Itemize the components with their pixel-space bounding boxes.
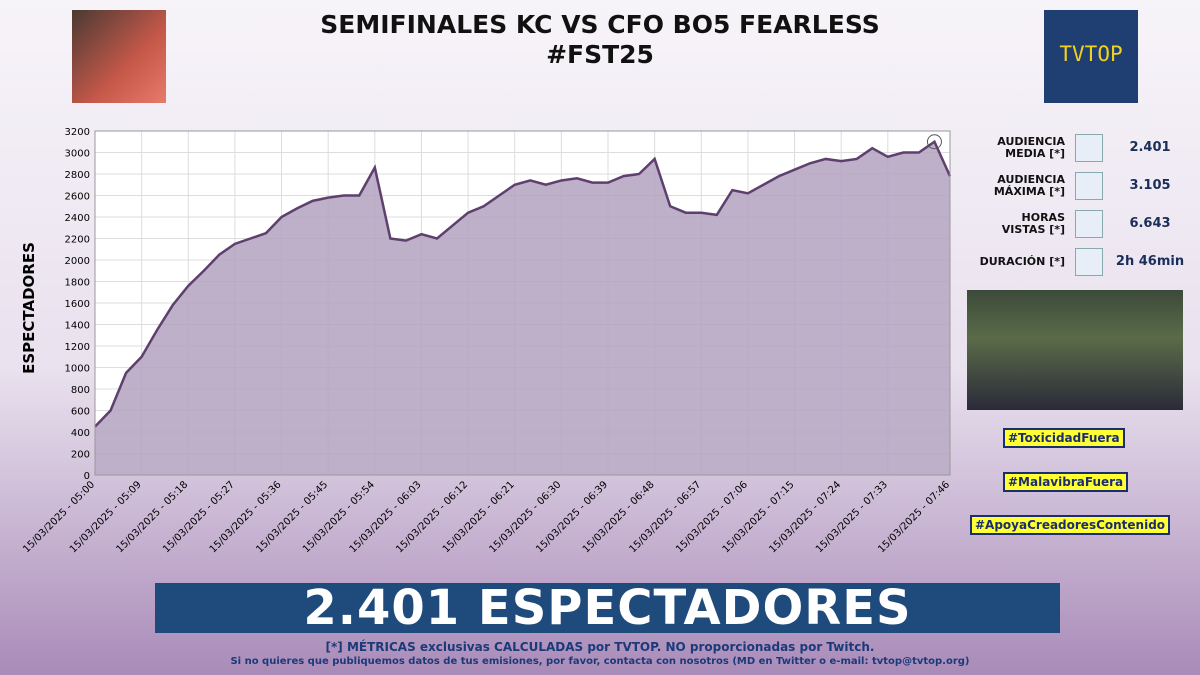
x-tick-label: 15/03/2025 - 07:46 bbox=[876, 479, 952, 555]
stat-label: VISTAS [*] bbox=[1001, 223, 1065, 236]
stat-value: 3.105 bbox=[1129, 178, 1171, 193]
stat-value: 2.401 bbox=[1129, 140, 1171, 155]
y-tick-label: 600 bbox=[71, 407, 90, 418]
stat-label: HORAS bbox=[1021, 211, 1065, 224]
streamer-photo bbox=[72, 10, 166, 103]
y-tick-label: 2400 bbox=[65, 213, 90, 224]
footnote: Si no quieres que publiquemos datos de t… bbox=[230, 656, 970, 667]
title: SEMIFINALES KC VS CFO BO5 FEARLESS bbox=[320, 10, 880, 39]
stat-value: 6.643 bbox=[1129, 216, 1171, 231]
y-tick-label: 1800 bbox=[65, 278, 90, 289]
max-marker bbox=[926, 134, 942, 150]
y-tick-label: 2200 bbox=[65, 235, 90, 246]
y-tick-label: 3000 bbox=[65, 149, 90, 160]
stat-icon bbox=[1075, 134, 1103, 162]
stat-icon bbox=[1075, 210, 1103, 238]
y-tick-label: 2000 bbox=[65, 256, 90, 267]
stat-icon bbox=[1075, 248, 1103, 276]
banner-box: 2.401 ESPECTADORES bbox=[155, 583, 1060, 633]
hashtag: #ApoyaCreadoresContenido bbox=[970, 515, 1171, 535]
y-axis-label: ESPECTADORES bbox=[20, 242, 38, 374]
stat-icon bbox=[1075, 172, 1103, 200]
line bbox=[94, 139, 952, 428]
logo: TVTOP bbox=[1044, 10, 1138, 103]
stat-value: 2h 46min bbox=[1115, 254, 1185, 269]
y-tick-label: 1400 bbox=[65, 321, 90, 332]
y-tick-label: 3200 bbox=[65, 127, 90, 138]
game-screenshot bbox=[967, 290, 1183, 410]
stat-label: DURACIÓN [*] bbox=[979, 255, 1065, 268]
stat-label: MEDIA [*] bbox=[1005, 147, 1065, 160]
y-tick-label: 200 bbox=[71, 450, 90, 461]
subtitle: #FST25 bbox=[546, 40, 654, 69]
y-tick-label: 400 bbox=[71, 428, 90, 439]
stat-label: MÁXIMA [*] bbox=[993, 185, 1065, 198]
banner: 2.401 ESPECTADORES bbox=[303, 580, 912, 636]
footnote: [*] MÉTRICAS exclusivas CALCULADAS por T… bbox=[325, 640, 875, 654]
stat-label: AUDIENCIA bbox=[997, 173, 1065, 186]
chart: ESPECTADORES 0 200 400 600 800 1000 1200 1400 16… bbox=[20, 127, 952, 555]
plot-border bbox=[94, 130, 951, 476]
y-tick-label: 1600 bbox=[65, 299, 90, 310]
y-tick-label: 2800 bbox=[65, 170, 90, 181]
logo-text: TVTOP bbox=[1059, 42, 1123, 66]
y-tick-label: 2600 bbox=[65, 192, 90, 203]
y-tick-label: 800 bbox=[71, 385, 90, 396]
y-tick-label: 1000 bbox=[65, 364, 90, 375]
hashtag: #ToxicidadFuera bbox=[1003, 428, 1125, 448]
area bbox=[95, 141, 950, 475]
y-tick-label: 1200 bbox=[65, 342, 90, 353]
hashtag: #MalavibraFuera bbox=[1003, 472, 1129, 492]
stat-label: AUDIENCIA bbox=[997, 135, 1065, 148]
y-tick-label: 0 bbox=[84, 471, 90, 482]
